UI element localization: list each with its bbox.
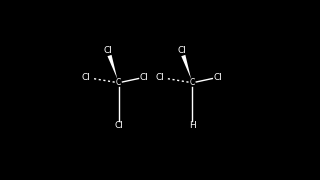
Text: Cl: Cl bbox=[82, 73, 91, 82]
Polygon shape bbox=[181, 55, 191, 79]
Text: Cl: Cl bbox=[156, 73, 164, 82]
Text: Cl: Cl bbox=[140, 73, 148, 82]
Text: H: H bbox=[189, 122, 196, 130]
Text: Cl: Cl bbox=[114, 122, 123, 130]
Text: Cl: Cl bbox=[213, 73, 222, 82]
Text: C: C bbox=[116, 78, 121, 87]
Text: Cl: Cl bbox=[177, 46, 186, 55]
Text: Cl: Cl bbox=[103, 46, 112, 55]
Text: C: C bbox=[190, 78, 195, 87]
Polygon shape bbox=[108, 55, 117, 79]
